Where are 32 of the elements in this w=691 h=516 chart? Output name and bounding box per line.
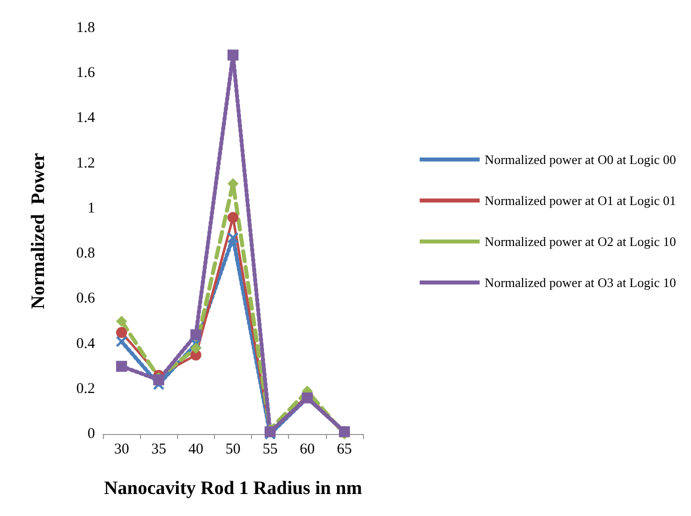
y-tick-label: 1 — [88, 200, 95, 216]
point — [228, 50, 238, 61]
legend-label: Normalized power at O0 at Logic 00 — [484, 152, 676, 167]
point — [116, 327, 128, 338]
y-tick-label: 0 — [88, 426, 95, 442]
point — [228, 212, 238, 223]
y-tick-label: 0.4 — [76, 336, 96, 352]
y-axis-title: Normalized Power — [28, 152, 49, 310]
x-axis-title: Nanocavity Rod 1 Radius in nm — [104, 478, 362, 499]
x-tick-label: 40 — [188, 442, 204, 458]
y-tick-label: 1.8 — [76, 20, 95, 36]
legend-label: Normalized power at O2 at Logic 10 — [484, 234, 676, 249]
legend-label: Normalized power at O1 at Logic 01 — [484, 193, 676, 208]
y-tick-label: 0.8 — [76, 246, 95, 262]
legend-label: Normalized power at O3 at Logic 10 — [484, 275, 676, 290]
y-tick-label: 0.6 — [76, 290, 96, 307]
x-tick-label: 65 — [336, 442, 352, 458]
point — [116, 316, 128, 327]
x-tick-label: 55 — [262, 442, 278, 458]
point — [116, 360, 128, 372]
point — [190, 329, 202, 340]
y-tick-label: 1.4 — [76, 110, 96, 126]
y-tick-label: 1.2 — [76, 155, 95, 172]
point — [190, 342, 202, 354]
x-tick-label: 50 — [226, 442, 240, 458]
point — [228, 232, 238, 244]
y-tick-label: 0.2 — [76, 380, 95, 397]
x-tick-label: 35 — [151, 442, 166, 458]
y-tick-label: 1.6 — [76, 65, 96, 82]
x-tick-label: 60 — [300, 442, 315, 458]
x-tick-label: 30 — [114, 442, 130, 458]
point — [116, 336, 128, 348]
